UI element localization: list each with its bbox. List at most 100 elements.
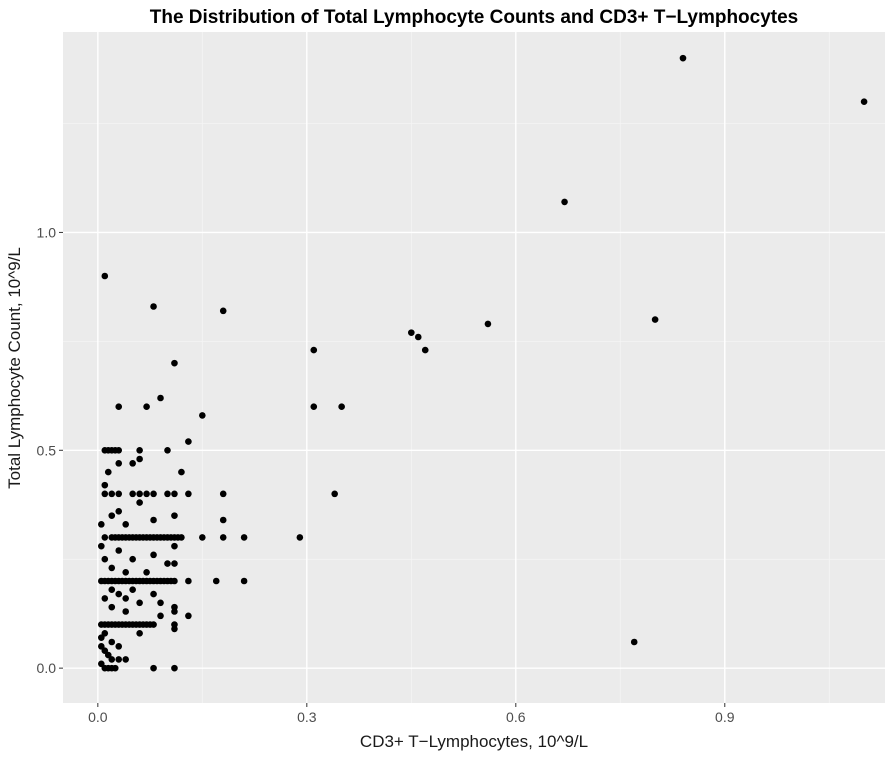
data-point [111, 664, 119, 672]
data-point [651, 316, 659, 323]
data-point [122, 656, 129, 663]
data-point [115, 403, 123, 411]
data-point [104, 468, 112, 476]
x-tick-label: 0.6 [506, 709, 526, 725]
data-point [101, 490, 109, 498]
chart-title: The Distribution of Total Lymphocyte Cou… [150, 7, 799, 28]
data-point [219, 516, 227, 524]
data-point [240, 577, 248, 585]
data-point [199, 534, 206, 541]
data-point [199, 412, 206, 419]
data-point [101, 481, 109, 489]
data-point [108, 603, 116, 611]
y-axis-label: Total Lymphocyte Count, 10^9/L [5, 247, 24, 489]
data-point [115, 656, 123, 663]
data-point [129, 490, 136, 498]
data-point [115, 643, 123, 650]
data-point [115, 590, 123, 598]
data-point [98, 521, 105, 528]
data-point [98, 542, 105, 550]
data-point [414, 333, 422, 341]
data-point [108, 512, 116, 519]
data-point [98, 634, 105, 641]
data-point [171, 512, 178, 519]
data-point [150, 516, 157, 524]
data-point [150, 664, 157, 672]
data-point [171, 490, 178, 498]
data-point [171, 664, 178, 672]
data-point [219, 490, 227, 498]
data-point [219, 534, 227, 541]
data-point [157, 394, 164, 402]
data-point [101, 595, 109, 602]
data-point [630, 638, 638, 646]
data-point [171, 359, 178, 367]
data-point [150, 551, 157, 559]
x-axis-label: CD3+ T−Lymphocytes, 10^9/L [360, 732, 588, 751]
data-point [408, 329, 415, 336]
y-tick-label: 0.5 [37, 442, 57, 458]
data-point [115, 460, 123, 467]
data-point [171, 625, 178, 633]
data-point [171, 560, 178, 567]
data-point [122, 608, 129, 615]
data-point [185, 612, 192, 620]
data-point [164, 560, 171, 567]
data-point [185, 577, 192, 585]
data-point [143, 568, 150, 576]
data-point [136, 499, 143, 506]
data-point [136, 455, 143, 463]
data-point [115, 507, 123, 515]
major-gridlines [63, 32, 885, 703]
data-point [150, 303, 157, 310]
data-point [212, 577, 220, 585]
data-point [122, 595, 129, 602]
x-tick-label: 0.0 [88, 709, 108, 725]
data-point [143, 490, 150, 498]
plot-panel [63, 32, 885, 703]
data-point [421, 346, 429, 354]
data-point [150, 621, 157, 628]
data-point [296, 534, 304, 541]
data-point [178, 534, 185, 541]
data-point [860, 98, 868, 106]
data-point [331, 490, 338, 498]
data-point [136, 446, 143, 454]
data-point [185, 438, 192, 445]
data-point [108, 564, 116, 572]
data-point [219, 307, 227, 315]
data-point [122, 521, 129, 528]
minor-gridlines [63, 32, 885, 703]
data-point [171, 608, 178, 615]
data-point [185, 490, 192, 498]
data-point [101, 272, 109, 280]
data-point [150, 490, 157, 498]
data-point [115, 490, 123, 498]
data-point [484, 320, 492, 328]
data-point [561, 198, 568, 206]
data-point [108, 586, 116, 594]
data-point [122, 568, 129, 576]
data-point [310, 346, 318, 354]
y-tick-label: 1.0 [37, 224, 57, 240]
data-point [101, 555, 109, 563]
data-point [164, 490, 171, 498]
data-point [164, 446, 171, 454]
data-points [98, 54, 868, 672]
data-point [157, 599, 164, 607]
data-point [310, 403, 318, 411]
data-point [108, 490, 116, 498]
data-point [679, 54, 687, 62]
data-point [338, 403, 345, 411]
data-point [171, 542, 178, 550]
data-point [136, 490, 143, 498]
data-point [136, 599, 143, 607]
data-point [101, 534, 109, 541]
data-point [129, 460, 136, 467]
data-point [115, 446, 123, 454]
data-point [178, 468, 185, 476]
data-point [115, 547, 123, 554]
data-point [108, 638, 116, 646]
data-point [136, 629, 143, 637]
